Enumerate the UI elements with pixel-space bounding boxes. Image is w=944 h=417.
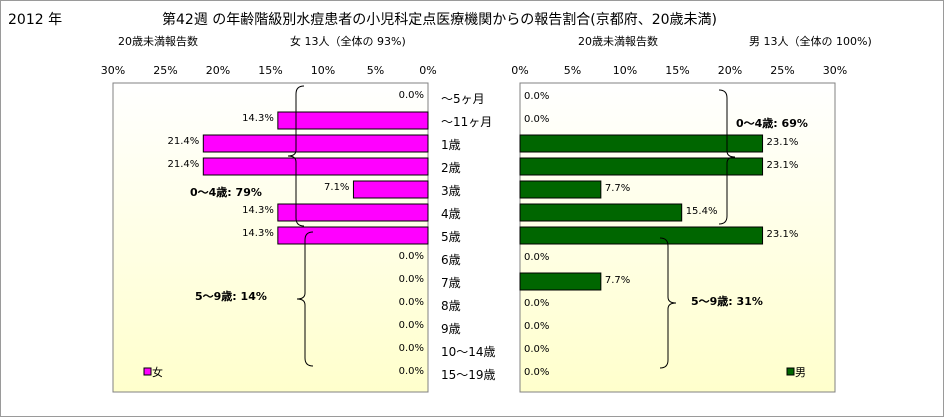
category-label: 15～19歳 bbox=[441, 367, 496, 382]
category-label: 5歳 bbox=[441, 229, 461, 244]
chart-title: 第42週 の年齢階級別水痘患者の小児科定点医療機関からの報告割合(京都府、20歳… bbox=[162, 12, 718, 28]
female-data-label: 0.0% bbox=[398, 250, 424, 262]
male-x-tick: 15% bbox=[665, 64, 690, 77]
female-x-tick: 15% bbox=[258, 64, 283, 77]
male-data-label: 23.1% bbox=[766, 228, 799, 240]
female-data-label: 14.3% bbox=[242, 112, 274, 124]
female-x-tick: 5% bbox=[366, 64, 385, 77]
category-label: 2歳 bbox=[441, 160, 461, 175]
category-label: ～11ヶ月 bbox=[441, 114, 493, 129]
male-bar bbox=[519, 180, 602, 199]
year-label: 2012 年 bbox=[8, 12, 63, 28]
male-data-label: 0.0% bbox=[524, 251, 550, 263]
category-label: 1歳 bbox=[441, 137, 461, 152]
male-data-label: 0.0% bbox=[524, 297, 550, 309]
female-bracket-5-9 bbox=[296, 231, 314, 367]
female-bar bbox=[277, 226, 429, 245]
female-data-label: 14.3% bbox=[242, 204, 274, 216]
male-x-tick: 25% bbox=[770, 64, 795, 77]
category-label: 6歳 bbox=[441, 252, 461, 267]
male-data-label: 0.0% bbox=[524, 343, 550, 355]
male-data-label: 0.0% bbox=[524, 320, 550, 332]
female-bracket-0-4-label: 0～4歳: 79% bbox=[190, 186, 262, 199]
male-data-label: 23.1% bbox=[766, 136, 799, 148]
female-bar bbox=[352, 180, 429, 199]
female-data-label: 0.0% bbox=[398, 273, 424, 285]
male-bracket-0-4 bbox=[718, 89, 736, 225]
male-bar bbox=[519, 203, 683, 222]
female-x-tick: 20% bbox=[205, 64, 231, 77]
male-data-label: 7.7% bbox=[604, 274, 631, 286]
female-x-tick: 30% bbox=[100, 64, 126, 77]
female-bar bbox=[277, 111, 429, 130]
female-data-label: 21.4% bbox=[167, 135, 200, 147]
male-x-tick: 30% bbox=[822, 64, 848, 77]
category-label: 9歳 bbox=[441, 321, 461, 336]
female-data-label: 7.1% bbox=[324, 181, 350, 193]
male-bracket-5-9-label: 5～9歳: 31% bbox=[691, 295, 763, 308]
male-bar bbox=[519, 134, 764, 153]
female-bar bbox=[202, 157, 429, 176]
category-label: 4歳 bbox=[441, 206, 461, 221]
female-x-tick: 25% bbox=[153, 64, 178, 77]
female-bar bbox=[277, 203, 429, 222]
category-label: 7歳 bbox=[441, 275, 461, 290]
male-bracket-5-9 bbox=[659, 237, 677, 369]
male-bar bbox=[519, 157, 764, 176]
male-data-label: 23.1% bbox=[766, 159, 799, 171]
male-bracket-0-4-label: 0～4歳: 69% bbox=[736, 117, 808, 130]
male-legend-label: 男 bbox=[795, 366, 806, 379]
male-data-label: 0.0% bbox=[524, 113, 550, 125]
female-data-label: 0.0% bbox=[398, 342, 424, 354]
female-x-tick: 0% bbox=[419, 64, 437, 77]
female-bracket-0-4 bbox=[287, 85, 305, 227]
male-data-label: 7.7% bbox=[604, 182, 631, 194]
female-data-label: 21.4% bbox=[167, 158, 200, 170]
female-data-label: 0.0% bbox=[398, 319, 424, 331]
female-x-tick: 10% bbox=[310, 64, 336, 77]
male-x-tick: 5% bbox=[563, 64, 582, 77]
female-bar bbox=[202, 134, 429, 153]
female-summary: 女 13人（全体の 93%) bbox=[290, 35, 406, 48]
male-summary: 男 13人（全体の 100%) bbox=[749, 35, 872, 48]
male-data-label: 0.0% bbox=[524, 90, 550, 102]
female-data-label: 14.3% bbox=[242, 227, 274, 239]
male-bar bbox=[519, 226, 764, 245]
female-data-label: 0.0% bbox=[398, 365, 424, 377]
female-legend-swatch bbox=[143, 367, 152, 376]
male-x-tick: 0% bbox=[511, 64, 529, 77]
male-sub-label: 20歳未満報告数 bbox=[578, 35, 658, 48]
category-label: ～5ヶ月 bbox=[441, 91, 485, 106]
male-legend-swatch bbox=[786, 367, 795, 376]
male-data-label: 15.4% bbox=[685, 205, 718, 217]
female-data-label: 0.0% bbox=[398, 296, 424, 308]
female-bracket-5-9-label: 5～9歳: 14% bbox=[195, 290, 267, 303]
category-label: 8歳 bbox=[441, 298, 461, 313]
female-legend-label: 女 bbox=[152, 366, 163, 379]
male-x-tick: 10% bbox=[612, 64, 638, 77]
category-label: 10～14歳 bbox=[441, 344, 496, 359]
male-data-label: 0.0% bbox=[524, 366, 550, 378]
male-bar bbox=[519, 272, 602, 291]
category-label: 3歳 bbox=[441, 183, 461, 198]
male-x-tick: 20% bbox=[717, 64, 743, 77]
female-data-label: 0.0% bbox=[398, 89, 424, 101]
female-sub-label: 20歳未満報告数 bbox=[118, 35, 198, 48]
